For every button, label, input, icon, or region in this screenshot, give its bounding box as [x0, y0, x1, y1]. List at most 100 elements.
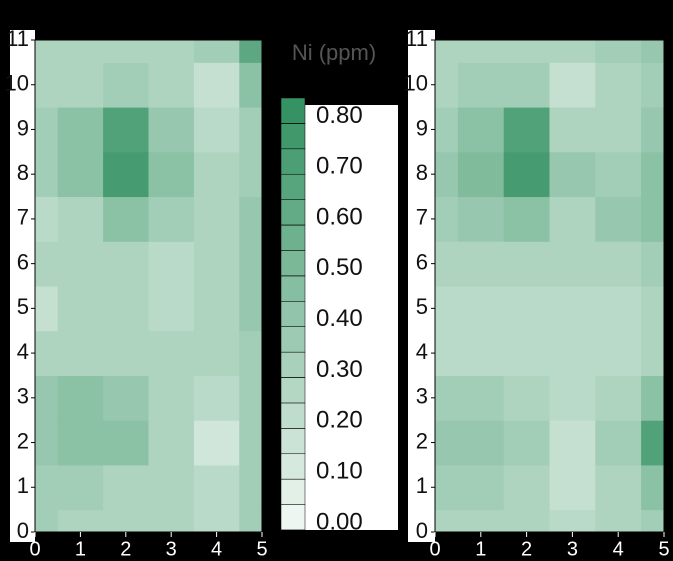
heat-cell: [435, 375, 459, 421]
colorbar-label-box: [305, 105, 398, 530]
heat-cell: [103, 151, 149, 198]
heat-cell: [435, 62, 459, 108]
heat-cell: [239, 40, 263, 63]
heat-cell: [641, 286, 665, 332]
heat-cell: [641, 107, 665, 153]
heat-cell: [435, 420, 459, 466]
colorbar-tick-label: 0.60: [316, 203, 363, 230]
x-tick-label: 4: [613, 538, 624, 560]
y-tick-label: 0: [416, 518, 428, 543]
heat-cell: [595, 62, 642, 108]
colorbar-tick-label: 0.40: [316, 305, 363, 332]
heat-cell: [457, 40, 505, 63]
heat-cell: [103, 40, 149, 63]
heat-cell: [193, 330, 240, 376]
y-tick-label: 2: [17, 428, 29, 453]
heat-cell: [35, 420, 59, 466]
heat-cell: [148, 241, 195, 287]
colorbar-band: [280, 173, 306, 200]
heat-cell: [595, 241, 642, 287]
heat-cell: [457, 241, 505, 287]
heat-cell: [457, 330, 505, 376]
heat-cell: [148, 420, 195, 466]
heat-cell: [457, 107, 505, 153]
x-tick-label: 2: [120, 538, 131, 560]
y-tick-label: 5: [416, 294, 428, 319]
heat-cell: [549, 509, 596, 533]
heat-cell: [435, 509, 459, 533]
y-tick-label: 1: [416, 473, 428, 498]
heat-cell: [549, 151, 596, 198]
heat-cell: [549, 107, 596, 153]
y-tick-label: 1: [17, 473, 29, 498]
heat-cell: [148, 62, 195, 108]
heat-cell: [595, 375, 642, 421]
heat-cell: [641, 241, 665, 287]
heat-cell: [641, 375, 665, 421]
heat-cell: [549, 62, 596, 108]
heat-cell: [435, 40, 459, 63]
colorbar-tick-label: 0.10: [316, 458, 363, 485]
heat-cell: [239, 330, 263, 376]
heat-cell: [503, 330, 550, 376]
heat-cell: [35, 196, 59, 242]
heat-cell: [503, 196, 550, 242]
heat-cell: [148, 286, 195, 332]
heat-cell: [193, 286, 240, 332]
heat-cell: [457, 420, 505, 466]
y-tick-label: 8: [17, 160, 29, 185]
colorbar-tick-label: 0.30: [316, 356, 363, 383]
y-tick-label: 4: [416, 339, 428, 364]
heat-cell: [57, 464, 104, 511]
heat-cell: [641, 420, 665, 466]
heat-cell: [35, 330, 59, 376]
heat-cell: [549, 286, 596, 332]
heat-cell: [239, 62, 263, 108]
heat-cell: [457, 509, 505, 533]
y-tick-label: 2: [416, 428, 428, 453]
heat-cell: [193, 107, 240, 153]
y-tick-label: 0: [17, 518, 29, 543]
y-tick-label: 9: [17, 115, 29, 140]
y-tick-label: 8: [416, 160, 428, 185]
heat-cell: [57, 420, 104, 466]
y-tick-label: 5: [17, 294, 29, 319]
colorbar-band: [280, 97, 306, 124]
colorbar-band: [280, 453, 306, 480]
heat-cell: [549, 241, 596, 287]
colorbar-tick-label: 0.20: [316, 407, 363, 434]
x-tick-label: 1: [75, 538, 86, 560]
colorbar-band: [280, 504, 306, 531]
heat-cell: [503, 241, 550, 287]
heat-cell: [435, 241, 459, 287]
y-tick-label: 6: [17, 249, 29, 274]
heat-cell: [595, 420, 642, 466]
colorbar-title: Ni (ppm): [292, 40, 376, 65]
heat-cell: [435, 107, 459, 153]
heat-cell: [549, 196, 596, 242]
x-tick-label: 0: [429, 538, 440, 560]
colorbar-band: [280, 250, 306, 277]
heat-cell: [103, 241, 149, 287]
heat-cell: [435, 286, 459, 332]
heat-cell: [239, 420, 263, 466]
heat-cell: [503, 151, 550, 198]
heat-cell: [148, 509, 195, 533]
colorbar-tick-label: 0.50: [316, 254, 363, 281]
heat-cell: [503, 62, 550, 108]
heat-cell: [148, 196, 195, 242]
plot-frame: [434, 39, 665, 533]
heat-cell: [503, 464, 550, 511]
y-tick-label: 3: [416, 384, 428, 409]
heat-cell: [193, 196, 240, 242]
heat-cell: [239, 464, 263, 511]
heat-cell: [103, 196, 149, 242]
heat-cell: [641, 196, 665, 242]
heat-cell: [57, 196, 104, 242]
heat-cell: [549, 40, 596, 63]
colorbar-tick-label: 0.00: [316, 508, 363, 535]
y-tick-label: 7: [17, 205, 29, 230]
heat-cell: [641, 151, 665, 198]
heat-cell: [57, 241, 104, 287]
